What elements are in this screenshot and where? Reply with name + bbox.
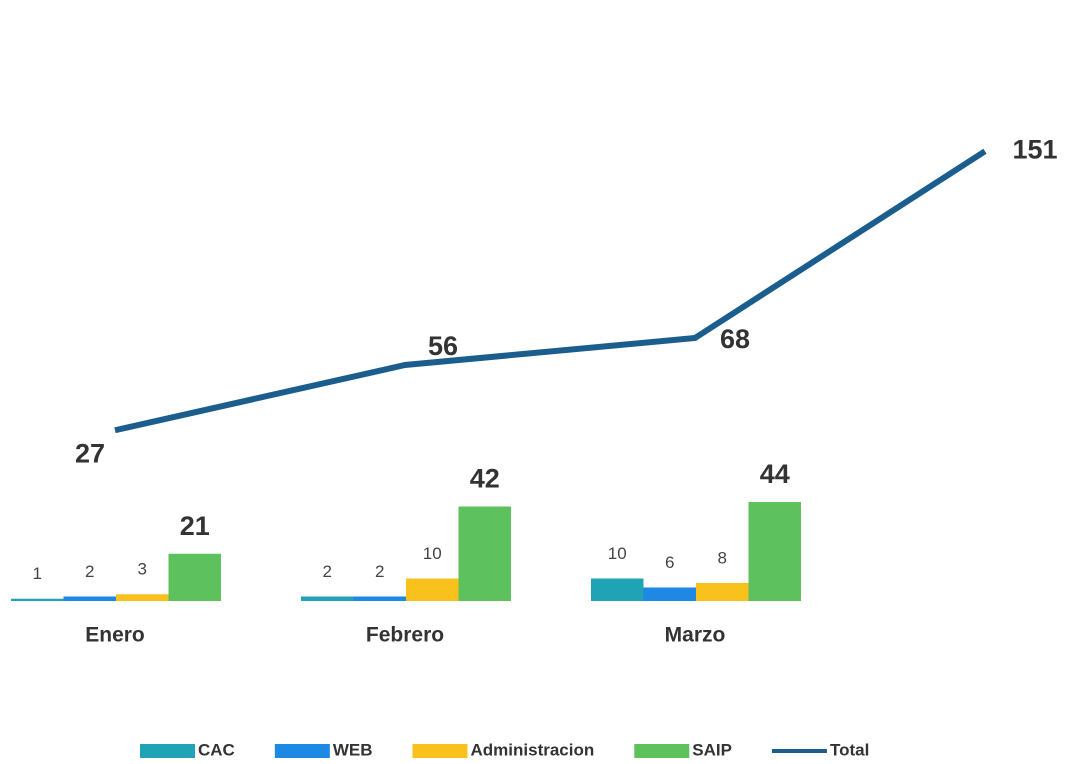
line-label: 151: [1012, 134, 1057, 164]
line: [114, 148, 987, 434]
bar: [643, 587, 696, 601]
bar: [301, 596, 354, 601]
legend-label: SAIP: [692, 740, 732, 759]
value-label: 6: [665, 553, 674, 572]
bar: [696, 583, 749, 601]
legend-swatch: [634, 744, 690, 758]
value-label: 42: [470, 464, 500, 494]
bar: [591, 578, 644, 601]
value-label: 44: [760, 459, 790, 489]
x-tick-label: Marzo: [665, 624, 726, 647]
value-label: 3: [138, 560, 147, 579]
value-label: 10: [608, 544, 627, 563]
line-label: 27: [75, 438, 105, 468]
line-label: 68: [720, 324, 750, 354]
value-label: 2: [323, 562, 332, 581]
bar: [63, 596, 116, 601]
bar: [406, 578, 459, 601]
value-label: 10: [423, 544, 442, 563]
x-tick-label: Febrero: [366, 624, 444, 647]
bar: [168, 553, 221, 601]
value-label: 8: [718, 548, 727, 567]
legend-label: Total: [830, 740, 869, 759]
value-label: 21: [180, 511, 210, 541]
legend-swatch: [140, 744, 195, 758]
bar: [458, 506, 511, 601]
value-label: 2: [85, 562, 94, 581]
value-label: 1: [33, 564, 42, 583]
bar: [11, 598, 64, 601]
legend-swatch: [274, 744, 330, 758]
legend-label: Administracion: [471, 740, 595, 759]
bar: [748, 502, 801, 601]
bar: [353, 596, 406, 601]
x-tick-label: Enero: [85, 624, 145, 647]
bar: [116, 594, 169, 601]
legend-swatch: [412, 744, 468, 758]
legend-label: WEB: [333, 740, 373, 759]
line-label: 56: [428, 331, 458, 361]
legend-label: CAC: [198, 740, 235, 759]
value-label: 2: [375, 562, 384, 581]
